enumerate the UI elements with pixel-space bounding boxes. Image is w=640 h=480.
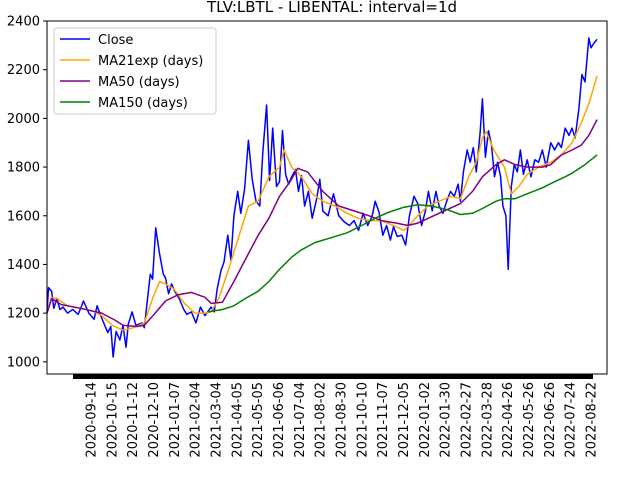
x-tick-label: 2021-11-07 (376, 382, 391, 458)
series-line-close (46, 37, 598, 358)
x-axis: 2020-09-14 2020-10-15 2020-11-12 2020-12-10… (73, 374, 600, 458)
legend-label: MA150 (days) (98, 96, 188, 111)
x-tick-label: 2021-07-04 (293, 382, 308, 458)
legend: Close MA21exp (days) MA50 (days) MA150 (day… (53, 27, 217, 115)
legend-label: MA21exp (days) (98, 54, 203, 69)
x-tick-label: 2021-02-04 (189, 382, 204, 458)
series-layer (46, 37, 598, 358)
x-tick-label: 2021-10-10 (355, 382, 370, 458)
y-tick-label: 2000 (7, 112, 40, 127)
x-tick-label: 2020-09-14 (85, 382, 100, 458)
x-tick-label: 2022-07-24 (564, 382, 579, 458)
x-tick-label: 2021-01-07 (168, 382, 183, 458)
y-tick-label: 2400 (7, 15, 40, 30)
x-tick-label: 2020-10-15 (105, 382, 120, 458)
x-tick-label: 2022-01-02 (418, 382, 433, 458)
x-tick-label: 2022-04-26 (501, 382, 516, 458)
series-line-ma150-days (207, 154, 598, 313)
x-tick-label: 2022-03-28 (480, 382, 495, 458)
x-tick-label: 2022-08-22 (585, 382, 600, 458)
x-tick-band (73, 374, 593, 379)
legend-label: Close (98, 33, 133, 48)
legend-box (53, 27, 217, 115)
x-tick-label: 2021-04-05 (230, 382, 245, 458)
x-tick-label: 2020-12-10 (147, 382, 162, 458)
x-tick-label: 2021-05-05 (251, 382, 266, 458)
chart-title: TLV:LBTL - LIBENTAL: interval=1d (206, 0, 457, 16)
y-axis: 1000 1200 1400 1600 1800 2000 2200 2400 (7, 15, 47, 370)
y-tick-label: 1200 (7, 307, 40, 322)
x-tick-label: 2022-06-26 (543, 382, 558, 458)
series-line-ma21exp-days (46, 75, 598, 331)
y-tick-label: 1800 (7, 161, 40, 176)
x-tick-label: 2021-08-02 (314, 382, 329, 458)
x-tick-label: 2022-02-27 (460, 382, 475, 458)
y-tick-label: 1400 (7, 258, 40, 273)
x-tick-label: 2021-06-06 (272, 382, 287, 458)
y-tick-label: 1000 (7, 355, 40, 370)
x-tick-label: 2022-05-26 (522, 382, 537, 458)
x-tick-label: 2021-12-05 (397, 382, 412, 458)
x-tick-label: 2021-08-30 (335, 382, 350, 458)
y-tick-label: 1600 (7, 209, 40, 224)
x-tick-label: 2020-11-12 (126, 382, 141, 458)
x-tick-label: 2022-01-30 (439, 382, 454, 458)
series-line-ma50-days (46, 119, 598, 328)
legend-label: MA50 (days) (98, 75, 180, 90)
y-tick-label: 2200 (7, 63, 40, 78)
x-tick-label: 2021-03-04 (210, 382, 225, 458)
